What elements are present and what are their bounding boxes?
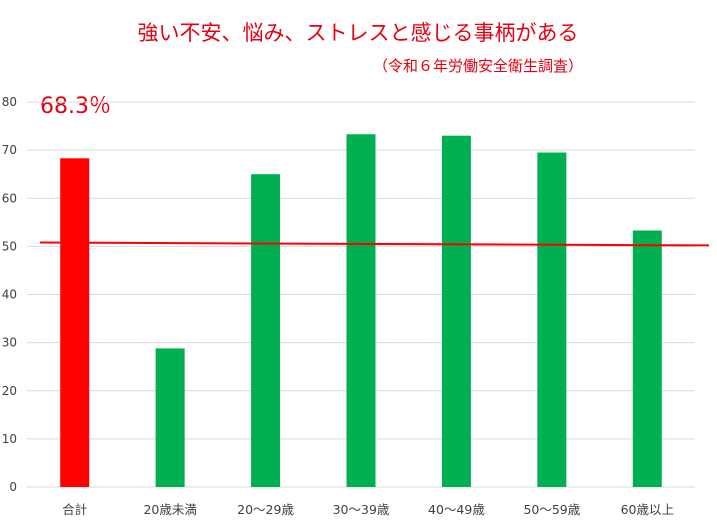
y-tick-label: 40 xyxy=(2,288,17,302)
bar xyxy=(441,135,471,487)
bar xyxy=(251,174,281,487)
x-tick-label: 40～49歳 xyxy=(428,502,485,517)
x-tick-label: 60歳以上 xyxy=(621,502,674,517)
reference-line xyxy=(39,241,710,247)
chart-title: 強い不安、悩み、ストレスと感じる事柄がある xyxy=(138,21,579,45)
bar xyxy=(632,230,662,487)
bars xyxy=(60,134,662,487)
x-tick-label: 20～29歳 xyxy=(237,502,294,517)
bar xyxy=(60,158,90,487)
y-tick-label: 50 xyxy=(2,239,17,253)
bar xyxy=(155,348,185,487)
y-tick-label: 30 xyxy=(2,336,17,350)
total-value-label: 68.3％ xyxy=(40,94,111,119)
x-tick-label: 合計 xyxy=(62,502,87,517)
x-tick-label: 20歳未満 xyxy=(143,502,196,517)
y-tick-label: 70 xyxy=(2,143,17,157)
x-tick-label: 30～39歳 xyxy=(333,502,390,517)
reference-line-layer xyxy=(39,241,710,247)
y-tick-label: 0 xyxy=(9,480,17,494)
y-tick-label: 10 xyxy=(2,432,17,446)
bar xyxy=(346,134,376,487)
x-tick-label: 50～59歳 xyxy=(523,502,580,517)
chart-subtitle: （令和６年労働安全衛生調査） xyxy=(373,57,583,75)
bar xyxy=(537,152,567,487)
x-axis-ticks: 合計 20歳未満 20～29歳 30～39歳 40～49歳 50～59歳 60歳以上 xyxy=(62,502,674,517)
y-tick-label: 20 xyxy=(2,384,17,398)
y-axis-ticks: 0 10 20 30 40 50 60 70 80 xyxy=(2,95,17,494)
y-tick-label: 80 xyxy=(2,95,17,109)
y-tick-label: 60 xyxy=(2,191,17,205)
